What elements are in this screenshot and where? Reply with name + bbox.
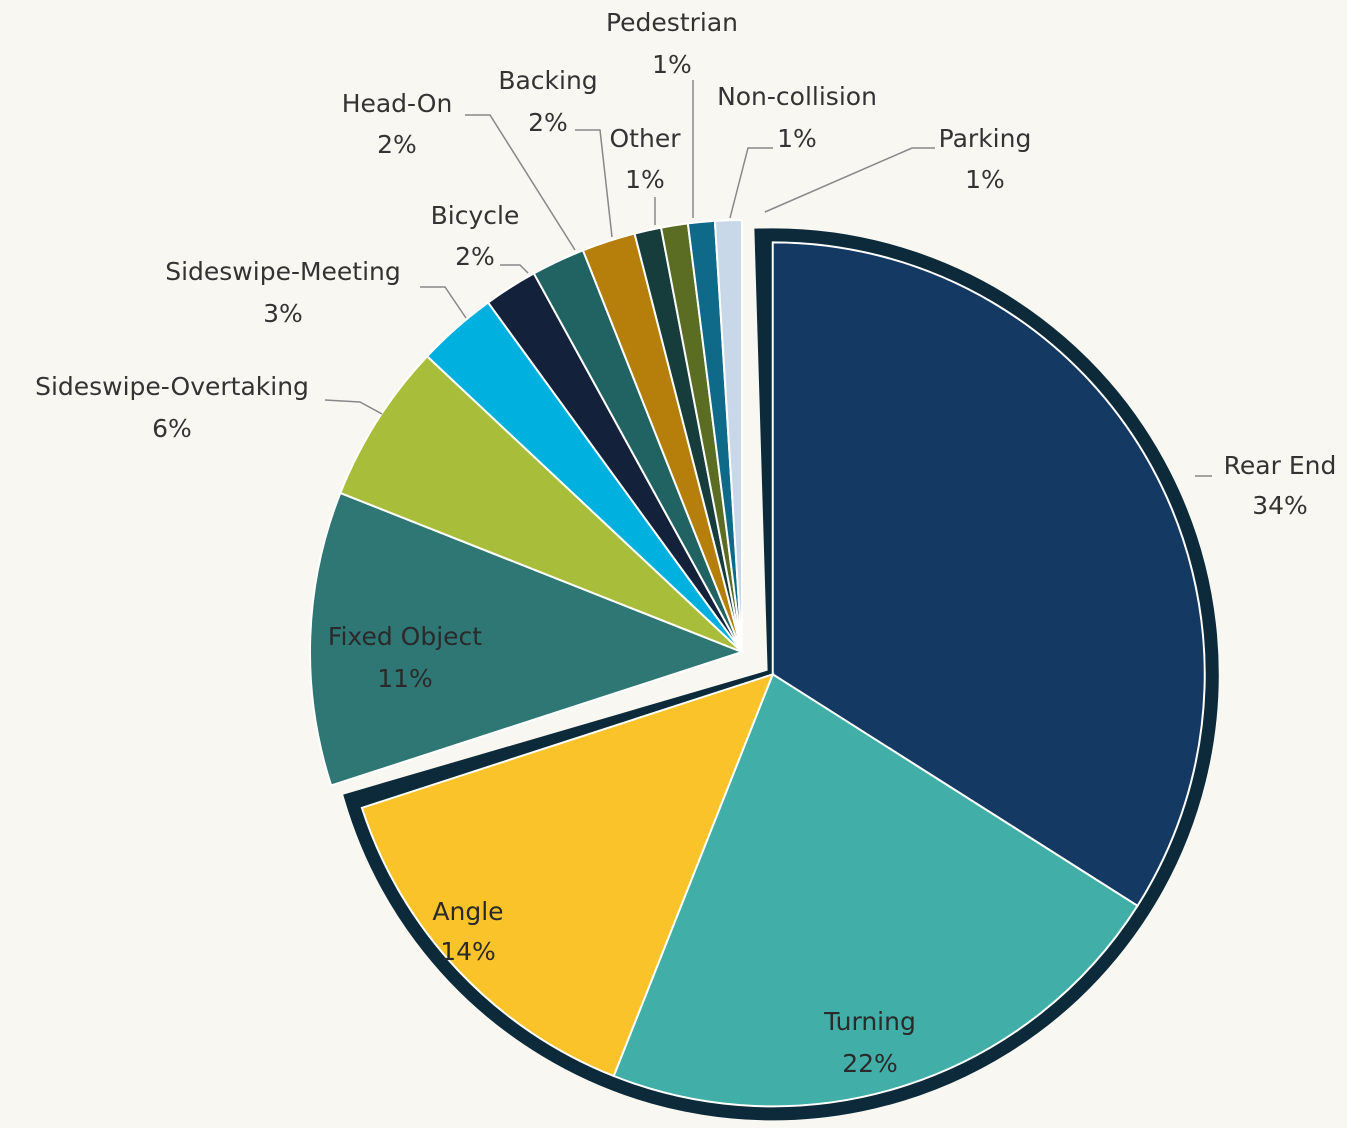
slice-label: Sideswipe-Overtaking	[35, 372, 309, 401]
slice-value-label: 2%	[455, 242, 495, 271]
leader-line	[420, 286, 467, 319]
leader-line	[575, 129, 613, 238]
slice-value-label: 11%	[377, 664, 433, 693]
leader-line	[500, 264, 529, 274]
slice-label: Head-On	[342, 89, 453, 118]
pie-slice	[339, 354, 743, 653]
slice-label: Angle	[432, 897, 503, 926]
pie-slice	[309, 491, 745, 787]
slice-label: Sideswipe-Meeting	[165, 257, 401, 286]
slice-value-label: 1%	[652, 50, 692, 79]
leader-line	[465, 114, 576, 251]
slice-value-label: 14%	[440, 937, 496, 966]
slice-value-label: 2%	[377, 130, 417, 159]
slice-label: Backing	[498, 66, 597, 95]
slice-label: Non-collision	[717, 82, 877, 111]
slice-label: Pedestrian	[606, 8, 738, 37]
slice-value-label: 34%	[1252, 491, 1308, 520]
leader-line	[324, 399, 383, 415]
slice-label: Parking	[939, 124, 1032, 153]
pie-slice	[771, 241, 1206, 908]
slice-value-label: 2%	[528, 108, 568, 137]
slice-label: Bicycle	[431, 201, 520, 230]
slice-value-label: 1%	[965, 165, 1005, 194]
pie-slice	[360, 672, 775, 1078]
slice-value-label: 1%	[777, 124, 817, 153]
slice-label: Other	[610, 124, 682, 153]
slice-value-label: 22%	[842, 1049, 898, 1078]
slice-label: Turning	[823, 1007, 916, 1036]
slice-value-label: 3%	[263, 299, 303, 328]
slice-value-label: 6%	[152, 414, 192, 443]
slice-value-label: 1%	[625, 165, 665, 194]
slice-label: Rear End	[1224, 451, 1337, 480]
pie-slice	[612, 672, 1139, 1108]
leader-line	[764, 147, 935, 213]
leader-line	[729, 147, 773, 219]
slice-label: Fixed Object	[328, 622, 482, 651]
pie-slice	[713, 218, 743, 653]
